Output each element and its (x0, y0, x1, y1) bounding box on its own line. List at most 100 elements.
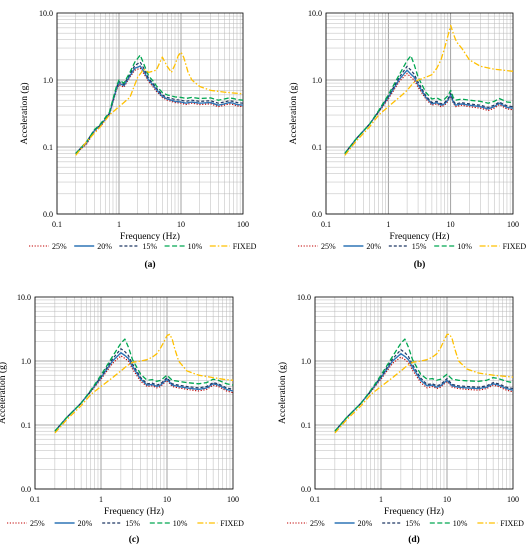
legend: 25% 20% 15% 10% FIXED (287, 519, 524, 528)
legend-label: 20% (358, 519, 373, 528)
series-line-10pct (344, 55, 514, 154)
grid (34, 297, 233, 490)
series-line-20pct (54, 352, 234, 432)
y-tick-label: 10.0 (297, 293, 311, 302)
x-tick-label: 0.1 (310, 495, 320, 504)
plot-frame (56, 12, 244, 215)
x-tick-label: 10 (163, 495, 171, 504)
legend-label: 10% (457, 242, 472, 251)
y-axis-label: Acceleration (g) (277, 362, 288, 424)
series-group (334, 333, 514, 434)
series-line-20pct (334, 353, 514, 432)
y-tick-label: 0.0 (21, 485, 31, 494)
series-line-15pct (75, 61, 244, 154)
x-tick-label: 10 (443, 495, 451, 504)
series-group (344, 24, 514, 156)
series-group (54, 333, 234, 434)
legend-label: 20% (97, 242, 112, 251)
y-tick-label: 0.1 (312, 143, 322, 152)
x-tick-label: 100 (227, 495, 239, 504)
y-tick-label: 10.0 (39, 9, 53, 18)
series-line-fixed (54, 333, 234, 434)
y-tick-label: 10.0 (308, 9, 322, 18)
y-tick-label: 10.0 (17, 293, 31, 302)
series-line-25pct (334, 356, 514, 432)
legend: 25% 20% 15% 10% FIXED (7, 519, 244, 528)
series-line-25pct (54, 355, 234, 432)
legend-label: FIXED (500, 519, 524, 528)
series-line-fixed (334, 333, 514, 434)
x-tick-label: 1 (386, 220, 390, 229)
legend-label: 25% (310, 519, 325, 528)
y-tick-label: 0.1 (21, 421, 31, 430)
series-line-15pct (334, 349, 514, 432)
legend-label: 10% (188, 242, 203, 251)
legend-label: 15% (405, 519, 420, 528)
y-tick-label: 1.0 (312, 76, 322, 85)
series-line-20pct (75, 65, 244, 155)
series-line-20pct (344, 69, 514, 154)
series-line-10pct (334, 338, 514, 432)
panel-caption: (c) (129, 534, 140, 545)
x-tick-label: 1 (379, 495, 383, 504)
series-line-fixed (75, 51, 244, 156)
x-tick-label: 0.1 (321, 220, 331, 229)
legend: 25% 20% 15% 10% FIXED (298, 242, 526, 251)
legend-label: FIXED (220, 519, 244, 528)
legend-label: FIXED (233, 242, 257, 251)
grid (314, 297, 513, 490)
series-line-25pct (75, 67, 244, 154)
legend-label: 10% (453, 519, 468, 528)
plot-frame (325, 12, 514, 215)
panel-caption: (b) (414, 259, 426, 270)
plot-frame (314, 296, 514, 490)
x-tick-label: 1 (117, 220, 121, 229)
x-tick-label: 10 (447, 220, 455, 229)
series-line-15pct (54, 348, 234, 432)
series-line-15pct (344, 65, 514, 154)
grid (56, 13, 243, 215)
plot-frame (34, 296, 234, 490)
legend-label: 15% (125, 519, 140, 528)
series-line-fixed (344, 24, 514, 156)
series-line-10pct (54, 338, 234, 432)
x-axis-label: Frequency (Hz) (120, 231, 180, 242)
x-tick-label: 100 (507, 495, 519, 504)
legend-label: 15% (412, 242, 427, 251)
x-axis-label: Frequency (Hz) (104, 506, 164, 517)
x-axis-label: Frequency (Hz) (384, 506, 444, 517)
legend: 25% 20% 15% 10% FIXED (29, 242, 257, 251)
legend-label: 20% (78, 519, 93, 528)
y-axis-label: Acceleration (g) (19, 83, 30, 145)
legend-label: 10% (173, 519, 188, 528)
grid (325, 13, 513, 215)
legend-label: 25% (30, 519, 45, 528)
x-tick-label: 100 (507, 220, 519, 229)
x-tick-label: 100 (237, 220, 249, 229)
y-tick-label: 0.1 (301, 421, 311, 430)
y-tick-label: 1.0 (43, 76, 53, 85)
panel-caption: (d) (408, 534, 420, 545)
x-tick-label: 1 (99, 495, 103, 504)
y-tick-label: 0.0 (312, 210, 322, 219)
series-line-10pct (75, 54, 244, 154)
series-group (75, 51, 244, 156)
x-axis-label: Frequency (Hz) (390, 231, 450, 242)
y-tick-label: 0.0 (43, 210, 53, 219)
legend-label: 15% (142, 242, 157, 251)
panel-caption: (a) (144, 259, 155, 270)
y-tick-label: 1.0 (301, 357, 311, 366)
legend-label: 20% (366, 242, 381, 251)
x-tick-label: 0.1 (30, 495, 40, 504)
legend-label: 25% (321, 242, 336, 251)
x-tick-label: 10 (177, 220, 185, 229)
y-tick-label: 1.0 (21, 357, 31, 366)
legend-label: 25% (52, 242, 67, 251)
series-line-25pct (344, 72, 514, 154)
y-tick-label: 0.1 (43, 143, 53, 152)
